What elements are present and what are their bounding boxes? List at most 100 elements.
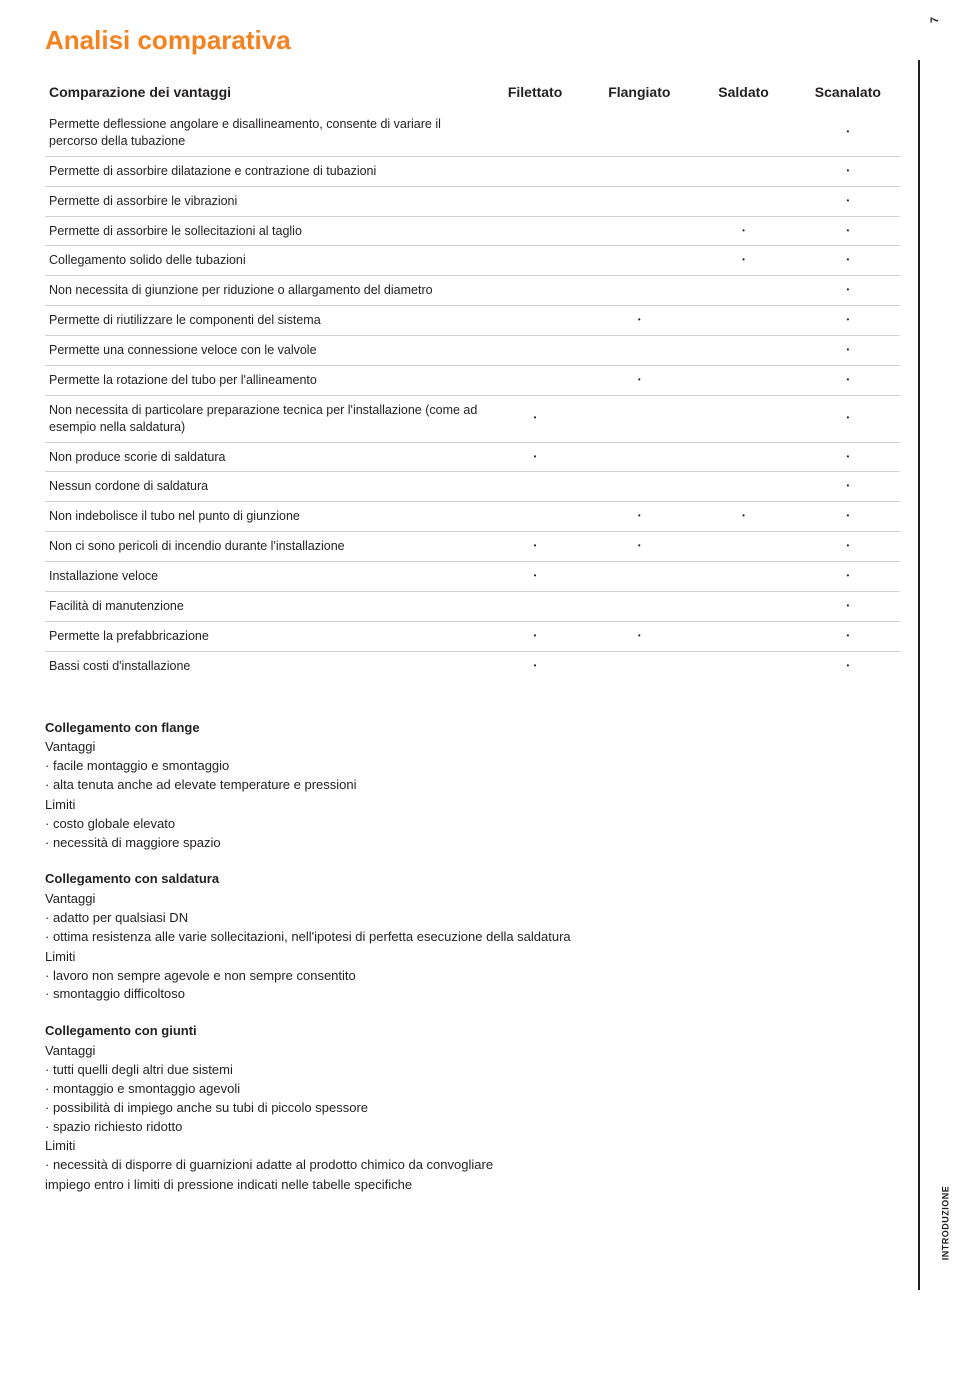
col-header: Scanalato	[796, 78, 900, 110]
cell-mark	[483, 502, 587, 532]
section-item: tutti quelli degli altri due sistemi	[45, 1061, 900, 1080]
cell-mark: •	[483, 395, 587, 442]
row-label: Nessun cordone di saldatura	[45, 472, 483, 502]
cell-mark	[587, 591, 691, 621]
cell-mark	[691, 472, 795, 502]
table-row: Permette di assorbire le sollecitazioni …	[45, 216, 900, 246]
cell-mark	[587, 276, 691, 306]
cell-mark: •	[587, 365, 691, 395]
section: Collegamento con flangeVantaggifacile mo…	[45, 719, 900, 853]
cell-mark	[587, 651, 691, 680]
page-title: Analisi comparativa	[45, 25, 900, 56]
section-item: spazio richiesto ridotto	[45, 1118, 900, 1137]
cell-mark: •	[691, 246, 795, 276]
table-row: Permette la rotazione del tubo per l'all…	[45, 365, 900, 395]
cell-mark	[587, 246, 691, 276]
section-item-list: costo globale elevatonecessità di maggio…	[45, 815, 900, 853]
cell-mark	[483, 276, 587, 306]
cell-mark	[483, 186, 587, 216]
cell-mark	[587, 216, 691, 246]
table-row: Permette di assorbire le vibrazioni•	[45, 186, 900, 216]
side-tab-label: INTRODUZIONE	[940, 1186, 950, 1261]
cell-mark: •	[796, 395, 900, 442]
section-item: smontaggio difficoltoso	[45, 985, 900, 1004]
sections-container: Collegamento con flangeVantaggifacile mo…	[45, 719, 900, 1195]
table-row: Non ci sono pericoli di incendio durante…	[45, 532, 900, 562]
cell-mark	[483, 156, 587, 186]
cell-mark: •	[796, 156, 900, 186]
row-label: Permette la rotazione del tubo per l'all…	[45, 365, 483, 395]
cell-mark: •	[796, 591, 900, 621]
cell-mark: •	[796, 442, 900, 472]
cell-mark	[691, 110, 795, 156]
section-item: facile montaggio e smontaggio	[45, 757, 900, 776]
section: Collegamento con giuntiVantaggitutti que…	[45, 1022, 900, 1195]
section-item: necessità di maggiore spazio	[45, 834, 900, 853]
cell-mark: •	[796, 246, 900, 276]
cell-mark	[483, 216, 587, 246]
cell-mark: •	[587, 502, 691, 532]
col-header: Flangiato	[587, 78, 691, 110]
section-footer: impiego entro i limiti di pressione indi…	[45, 1176, 900, 1195]
table-row: Permette di assorbire dilatazione e cont…	[45, 156, 900, 186]
cell-mark	[483, 246, 587, 276]
table-row: Nessun cordone di saldatura •	[45, 472, 900, 502]
section-group-label: Vantaggi	[45, 890, 900, 909]
cell-mark: •	[796, 472, 900, 502]
row-label: Installazione veloce	[45, 562, 483, 592]
table-row: Non produce scorie di saldatura••	[45, 442, 900, 472]
col-header: Saldato	[691, 78, 795, 110]
section-group-label: Limiti	[45, 796, 900, 815]
cell-mark	[691, 156, 795, 186]
section-item: alta tenuta anche ad elevate temperature…	[45, 776, 900, 795]
section: Collegamento con saldaturaVantaggiadatto…	[45, 870, 900, 1004]
cell-mark: •	[483, 442, 587, 472]
cell-mark: •	[796, 306, 900, 336]
section-group-label: Vantaggi	[45, 1042, 900, 1061]
cell-mark: •	[796, 365, 900, 395]
cell-mark	[691, 336, 795, 366]
cell-mark	[483, 336, 587, 366]
table-row: Bassi costi d'installazione••	[45, 651, 900, 680]
cell-mark	[691, 562, 795, 592]
cell-mark	[587, 442, 691, 472]
cell-mark	[587, 110, 691, 156]
cell-mark	[691, 306, 795, 336]
page-number: 7	[929, 17, 941, 23]
cell-mark	[483, 365, 587, 395]
row-label: Bassi costi d'installazione	[45, 651, 483, 680]
table-row: Permette deflessione angolare e disallin…	[45, 110, 900, 156]
table-row: Permette la prefabbricazione•••	[45, 621, 900, 651]
section-item: necessità di disporre di guarnizioni ada…	[45, 1156, 900, 1175]
section-item-list: tutti quelli degli altri due sistemimont…	[45, 1061, 900, 1136]
cell-mark	[691, 651, 795, 680]
section-item: costo globale elevato	[45, 815, 900, 834]
cell-mark	[691, 442, 795, 472]
row-label: Permette di assorbire dilatazione e cont…	[45, 156, 483, 186]
side-rule	[918, 60, 920, 1290]
cell-mark: •	[796, 651, 900, 680]
row-label: Non necessita di giunzione per riduzione…	[45, 276, 483, 306]
table-row: Permette una connessione veloce con le v…	[45, 336, 900, 366]
cell-mark: •	[691, 502, 795, 532]
section-item-list: lavoro non sempre agevole e non sempre c…	[45, 967, 900, 1005]
section-item-list: necessità di disporre di guarnizioni ada…	[45, 1156, 900, 1175]
section-group-label: Limiti	[45, 948, 900, 967]
cell-mark: •	[587, 621, 691, 651]
cell-mark: •	[796, 216, 900, 246]
cell-mark: •	[587, 306, 691, 336]
cell-mark	[587, 395, 691, 442]
table-row: Collegamento solido delle tubazioni••	[45, 246, 900, 276]
cell-mark	[587, 156, 691, 186]
cell-mark: •	[796, 336, 900, 366]
section-item: possibilità di impiego anche su tubi di …	[45, 1099, 900, 1118]
col-header: Filettato	[483, 78, 587, 110]
section-group-label: Limiti	[45, 1137, 900, 1156]
cell-mark: •	[796, 110, 900, 156]
row-label: Permette la prefabbricazione	[45, 621, 483, 651]
row-label: Facilità di manutenzione	[45, 591, 483, 621]
row-label: Non ci sono pericoli di incendio durante…	[45, 532, 483, 562]
table-row: Non necessita di particolare preparazion…	[45, 395, 900, 442]
cell-mark	[587, 186, 691, 216]
row-label: Non necessita di particolare preparazion…	[45, 395, 483, 442]
